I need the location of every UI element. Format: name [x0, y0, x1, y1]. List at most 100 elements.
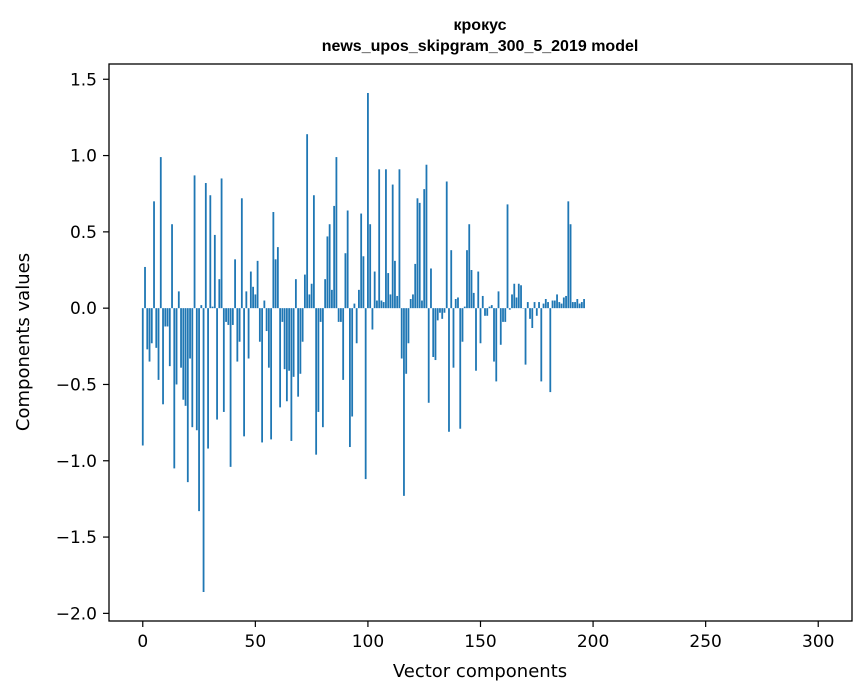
bar-52: [258, 308, 261, 342]
bar-49: [252, 286, 254, 309]
bar-59: [274, 259, 277, 309]
bar-17: [180, 308, 182, 368]
bar-42: [236, 308, 239, 362]
x-axis-label: Vector components: [393, 661, 567, 682]
bar-77: [315, 308, 318, 455]
bar-103: [373, 271, 376, 309]
bar-119: [409, 299, 412, 309]
bar-67: [292, 308, 295, 377]
bar-137: [450, 250, 453, 309]
y-tick-label: 1.0: [70, 147, 97, 167]
bar-26: [200, 305, 203, 309]
y-tick-label: 1.5: [70, 70, 97, 90]
bar-58: [272, 212, 275, 309]
bar-151: [481, 295, 484, 309]
bar-65: [288, 308, 291, 371]
bar-98: [362, 256, 365, 309]
bar-161: [504, 308, 507, 322]
y-tick-label: −1.0: [56, 452, 97, 472]
bar-6: [155, 308, 158, 348]
bar-68: [294, 279, 297, 309]
bar-38: [227, 308, 230, 325]
bar-5: [153, 201, 155, 309]
bar-116: [403, 308, 405, 496]
bar-144: [466, 250, 468, 309]
bar-130: [434, 308, 437, 361]
bar-118: [407, 308, 410, 344]
bar-16: [177, 291, 180, 309]
bar-61: [279, 308, 282, 408]
bar-150: [479, 308, 482, 344]
bar-111: [391, 184, 394, 309]
bar-132: [439, 308, 441, 313]
bar-50: [254, 294, 257, 309]
bar-180: [547, 302, 549, 309]
bar-75: [310, 283, 313, 309]
bar-163: [508, 308, 511, 310]
bar-95: [355, 308, 358, 344]
bar-87: [337, 308, 340, 322]
bar-21: [189, 308, 191, 359]
bar-112: [394, 260, 396, 309]
bar-149: [477, 271, 480, 309]
bar-97: [360, 213, 363, 309]
bar-107: [382, 302, 385, 309]
bar-168: [520, 285, 522, 309]
bar-148: [475, 308, 477, 371]
bar-25: [198, 308, 200, 512]
bar-96: [358, 289, 360, 309]
bar-11: [166, 308, 169, 327]
bar-178: [542, 303, 545, 309]
bar-13: [171, 224, 173, 309]
bar-2: [146, 308, 149, 350]
bar-89: [342, 308, 345, 380]
bar-51: [256, 260, 259, 309]
bar-12: [168, 308, 171, 367]
bar-104: [376, 300, 378, 309]
bar-76: [312, 195, 315, 309]
bar-30: [209, 195, 212, 309]
bar-63: [283, 308, 286, 370]
bar-81: [324, 279, 327, 309]
bar-109: [387, 273, 390, 309]
bar-183: [553, 300, 556, 309]
bar-121: [414, 263, 417, 309]
bar-80: [321, 308, 324, 428]
bar-136: [448, 308, 450, 432]
bar-115: [400, 308, 403, 359]
bar-27: [202, 308, 205, 592]
bar-79: [319, 308, 322, 322]
bar-131: [436, 308, 439, 321]
bar-176: [538, 302, 540, 309]
bar-167: [517, 283, 520, 309]
bar-93: [351, 308, 354, 417]
bar-70: [299, 308, 302, 374]
bar-186: [560, 303, 563, 309]
bar-182: [551, 300, 554, 309]
bar-73: [306, 134, 309, 309]
y-tick-label: −0.5: [56, 375, 97, 395]
bar-84: [331, 289, 333, 309]
bar-20: [186, 308, 189, 483]
bar-126: [425, 164, 428, 309]
bar-196: [583, 299, 585, 309]
x-tick-label: 150: [464, 632, 496, 652]
bar-74: [308, 294, 311, 309]
bar-184: [556, 294, 558, 309]
y-tick-label: 0.5: [70, 223, 97, 243]
bar-4: [150, 308, 153, 344]
bar-37: [225, 308, 227, 322]
bar-175: [535, 308, 538, 316]
bar-139: [454, 299, 457, 309]
bar-133: [441, 308, 444, 319]
bar-32: [213, 234, 216, 309]
bar-134: [443, 308, 446, 313]
bar-190: [569, 224, 572, 309]
bar-45: [243, 308, 245, 437]
bar-189: [567, 201, 570, 309]
bar-127: [427, 308, 430, 403]
bar-33: [216, 308, 218, 420]
bar-138: [452, 308, 455, 368]
bar-140: [457, 297, 459, 309]
